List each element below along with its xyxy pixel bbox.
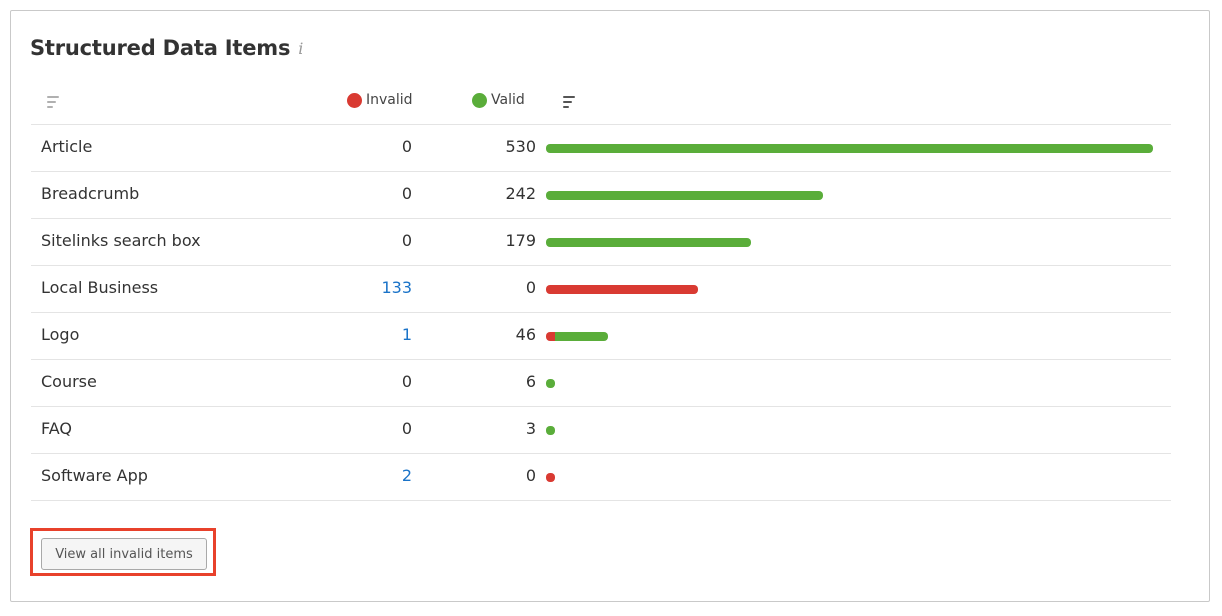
invalid-count: 0 [401,137,412,156]
table-row: Article 0 530 [31,125,1171,172]
valid-count: 530 [505,137,536,156]
table-row: Logo 1 46 [31,313,1171,360]
item-type-name: Logo [41,325,80,344]
valid-segment [546,191,824,200]
items-table: Article 0 530 Breadcrumb 0 242 Sitelinks searc… [31,125,1171,501]
valid-segment [555,332,608,341]
sort-by-count-icon[interactable] [563,96,579,110]
item-type-name: Breadcrumb [41,184,140,203]
valid-count: 179 [505,231,536,250]
invalid-segment [546,285,699,294]
item-type-name: Software App [41,466,148,485]
item-bar [546,473,1153,482]
item-type-name: Course [41,372,97,391]
item-type-name: Sitelinks search box [41,231,201,250]
item-bar [546,238,1153,247]
legend-valid: Valid [472,92,525,108]
legend-valid-label: Valid [491,92,525,108]
panel-header: Structured Data Items i [30,36,303,60]
invalid-count: 0 [401,419,412,438]
table-row: FAQ 0 3 [31,407,1171,454]
table-row: Software App 2 0 [31,454,1171,501]
item-type-name: Local Business [41,278,159,297]
highlight-box [30,528,216,576]
invalid-segment [546,332,555,341]
invalid-count: 0 [401,372,412,391]
item-type-name: Article [41,137,93,156]
sort-by-name-icon[interactable] [47,96,63,110]
invalid-count: 0 [401,231,412,250]
structured-data-panel [10,10,1210,602]
table-row: Breadcrumb 0 242 [31,172,1171,219]
table-row: Sitelinks search box 0 179 [31,219,1171,266]
valid-count: 3 [525,419,536,438]
invalid-count: 0 [401,184,412,203]
invalid-count[interactable]: 133 [381,278,412,297]
valid-segment [546,426,555,435]
valid-segment [546,379,555,388]
valid-count: 46 [515,325,536,344]
item-bar [546,332,1153,341]
view-all-invalid-button[interactable]: View all invalid items [41,538,207,570]
item-bar [546,285,1153,294]
invalid-dot-icon [347,92,362,108]
item-bar [546,191,1153,200]
table-header: Invalid Valid [31,86,1171,125]
valid-count: 6 [525,372,536,391]
valid-count: 242 [505,184,536,203]
valid-segment [546,144,1153,153]
panel-title: Structured Data Items [30,36,291,60]
item-bar [546,426,1153,435]
legend-invalid-label: Invalid [366,92,413,108]
valid-segment [546,238,751,247]
valid-count: 0 [525,278,536,297]
item-bar [546,144,1153,153]
table-row: Local Business 133 0 [31,266,1171,313]
table-row: Course 0 6 [31,360,1171,407]
info-icon[interactable]: i [298,38,304,58]
invalid-count[interactable]: 2 [401,466,412,485]
valid-count: 0 [525,466,536,485]
invalid-segment [546,473,555,482]
legend-invalid: Invalid [347,92,413,108]
item-bar [546,379,1153,388]
invalid-count[interactable]: 1 [401,325,412,344]
valid-dot-icon [472,92,487,108]
item-type-name: FAQ [41,419,72,438]
